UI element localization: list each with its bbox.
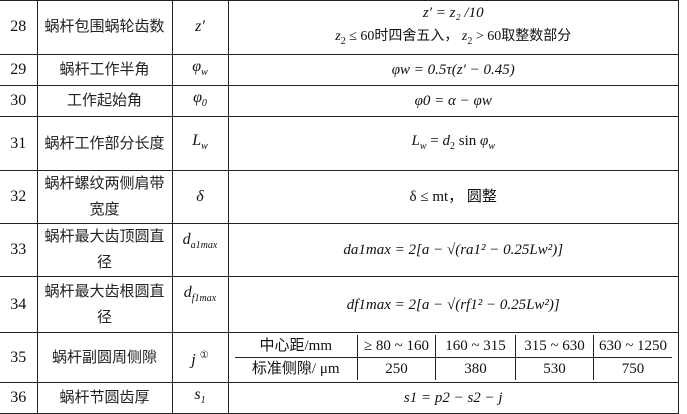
row-number: 35 [0, 332, 38, 384]
parameter-name: 蜗杆包围蜗轮齿数 [37, 0, 173, 55]
formula: δ ≤ mt， 圆整 [228, 170, 679, 225]
table-row: 32 蜗杆螺纹两侧肩带宽度 δ δ ≤ mt， 圆整 [0, 170, 679, 225]
parameter-name: 蜗杆节圆齿厚 [37, 382, 173, 414]
backlash-subtable: 中心距/mm ≥ 80 ~ 160 160 ~ 315 315 ~ 630 63… [234, 335, 672, 381]
value-cell: 750 [621, 361, 645, 378]
table-row: 35 蜗杆副圆周侧隙 j ① 中心距/mm ≥ 80 ~ 160 160 ~ 3… [0, 332, 679, 384]
parameter-symbol: df1max [172, 276, 229, 334]
row-number: 36 [0, 382, 38, 414]
parameter-name: 蜗杆工作半角 [37, 53, 173, 86]
row-number: 29 [0, 53, 38, 86]
formula: φ0 = α − φw [228, 84, 679, 118]
formula: z′ = z₂ /10 z2 ≤ 60时四舍五入， z2 > 60取整数部分 [228, 0, 679, 55]
value-cell: 380 [435, 357, 516, 381]
parameter-symbol: da1max [172, 223, 229, 278]
formula: df1max = 2[a − √(rf1² − 0.25Lw²)] [228, 276, 679, 334]
parameter-symbol: j ① [172, 332, 229, 384]
formula: Lw = d2 sin φw [228, 116, 679, 172]
center-distance-label: 中心距/mm [234, 335, 358, 359]
parameter-name: 蜗杆螺纹两侧肩带宽度 [37, 170, 173, 225]
range-cell: ≥ 80 ~ 160 [357, 335, 436, 359]
parameter-name: 蜗杆工作部分长度 [37, 116, 173, 172]
parameter-symbol: s1 [172, 382, 229, 414]
parameter-symbol: δ [172, 170, 229, 225]
table-row: 36 蜗杆节圆齿厚 s1 s1 = p2 − s2 − j [0, 382, 679, 414]
range-cell: 630 ~ 1250 [593, 335, 672, 359]
table-row: 28 蜗杆包围蜗轮齿数 z′ z′ = z₂ /10 z2 ≤ 60时四舍五入，… [0, 0, 679, 55]
parameter-name: 工作起始角 [37, 84, 173, 118]
formula: da1max = 2[a − √(ra1² − 0.25Lw²)] [228, 223, 679, 278]
table-row: 29 蜗杆工作半角 φw φw = 0.5τ(z′ − 0.45) [0, 53, 679, 86]
parameter-symbol: z′ [172, 0, 229, 55]
formula: φw = 0.5τ(z′ − 0.45) [228, 53, 679, 86]
value-cell: 530 [515, 357, 594, 381]
backlash-subtable-cell: 中心距/mm ≥ 80 ~ 160 160 ~ 315 315 ~ 630 63… [228, 332, 679, 384]
parameter-symbol: φ0 [172, 84, 229, 118]
parameter-symbol: φw [172, 53, 229, 86]
value-cell: 250 [357, 357, 436, 381]
formula-line-2: z2 ≤ 60时四舍五入， z2 > 60取整数部分 [335, 29, 572, 47]
parameter-name: 蜗杆最大齿根圆直径 [37, 276, 173, 334]
parameter-name: 蜗杆最大齿顶圆直径 [37, 223, 173, 278]
row-number: 28 [0, 0, 38, 55]
row-number: 31 [0, 116, 38, 172]
row-number: 34 [0, 276, 38, 334]
range-cell: 315 ~ 630 [515, 335, 594, 359]
table-row: 31 蜗杆工作部分长度 Lw Lw = d2 sin φw [0, 116, 679, 172]
row-number: 33 [0, 223, 38, 278]
table-row: 34 蜗杆最大齿根圆直径 df1max df1max = 2[a − √(rf1… [0, 276, 679, 334]
standard-backlash-label: 标准侧隙/ μm [234, 357, 358, 381]
table-row: 30 工作起始角 φ0 φ0 = α − φw [0, 84, 679, 118]
formula: s1 = p2 − s2 − j [228, 382, 679, 414]
row-number: 32 [0, 170, 38, 225]
parameter-symbol: Lw [172, 116, 229, 172]
row-number: 30 [0, 84, 38, 118]
range-cell: 160 ~ 315 [435, 335, 516, 359]
table-row: 33 蜗杆最大齿顶圆直径 da1max da1max = 2[a − √(ra1… [0, 223, 679, 278]
formula-line-1: z′ = z₂ /10 [422, 5, 484, 21]
parameter-name: 蜗杆副圆周侧隙 [37, 332, 173, 384]
